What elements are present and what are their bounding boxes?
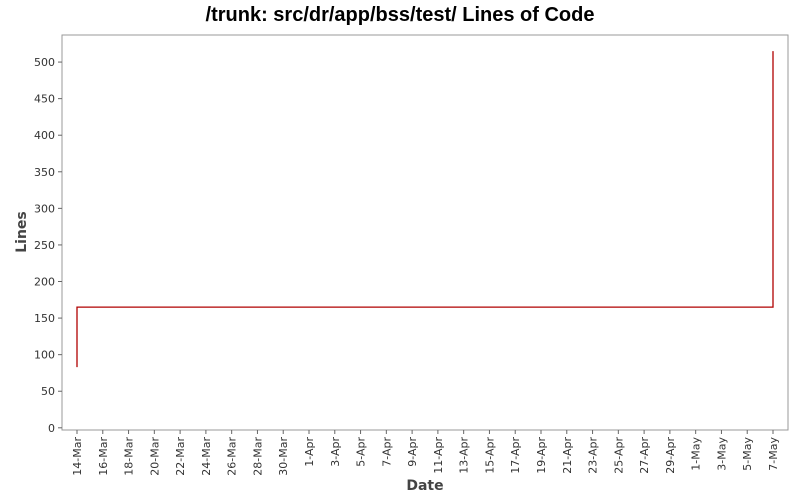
x-tick-label: 9-Apr	[406, 437, 419, 467]
chart-title: /trunk: src/dr/app/bss/test/ Lines of Co…	[206, 4, 595, 26]
x-tick-label: 3-May	[715, 437, 728, 471]
x-tick-label: 23-Apr	[587, 437, 600, 474]
x-tick-label: 5-Apr	[355, 437, 368, 467]
x-tick-label: 7-May	[767, 437, 780, 471]
x-tick-label: 5-May	[741, 437, 754, 471]
y-tick-label: 200	[34, 276, 55, 289]
plot-area	[61, 34, 789, 431]
x-tick-label: 30-Mar	[277, 437, 290, 476]
y-tick-label: 300	[34, 202, 55, 215]
x-tick-label: 1-May	[690, 437, 703, 471]
x-tick-label: 14-Mar	[71, 437, 84, 476]
y-tick-label: 100	[34, 349, 55, 362]
y-axis-label: Lines	[14, 211, 30, 253]
y-tick-label: 450	[34, 93, 55, 106]
x-tick-label: 13-Apr	[458, 437, 471, 474]
x-tick-label: 27-Apr	[638, 437, 651, 474]
x-tick-label: 3-Apr	[329, 437, 342, 467]
y-tick-label: 150	[34, 312, 55, 325]
y-tick-label: 250	[34, 239, 55, 252]
x-tick-label: 24-Mar	[200, 437, 213, 476]
x-axis-label: Date	[406, 478, 443, 494]
x-tick-label: 18-Mar	[123, 437, 136, 476]
y-tick-label: 500	[34, 56, 55, 69]
y-tick-label: 50	[41, 385, 55, 398]
x-tick-label: 20-Mar	[148, 437, 161, 476]
y-tick-label: 0	[48, 422, 55, 435]
x-tick-label: 29-Apr	[664, 437, 677, 474]
x-tick-label: 26-Mar	[226, 437, 239, 476]
x-tick-label: 22-Mar	[174, 437, 187, 476]
x-tick-label: 16-Mar	[97, 437, 110, 476]
x-tick-label: 7-Apr	[380, 437, 393, 467]
x-tick-label: 17-Apr	[509, 437, 522, 474]
x-tick-label: 1-Apr	[303, 437, 316, 467]
x-tick-label: 11-Apr	[432, 437, 445, 474]
x-tick-label: 15-Apr	[483, 437, 496, 474]
y-tick-label: 350	[34, 166, 55, 179]
x-tick-label: 19-Apr	[535, 437, 548, 474]
x-tick-label: 21-Apr	[561, 437, 574, 474]
x-tick-label: 28-Mar	[251, 437, 264, 476]
x-tick-label: 25-Apr	[612, 437, 625, 474]
data-line	[76, 51, 774, 368]
y-tick-label: 400	[34, 129, 55, 142]
